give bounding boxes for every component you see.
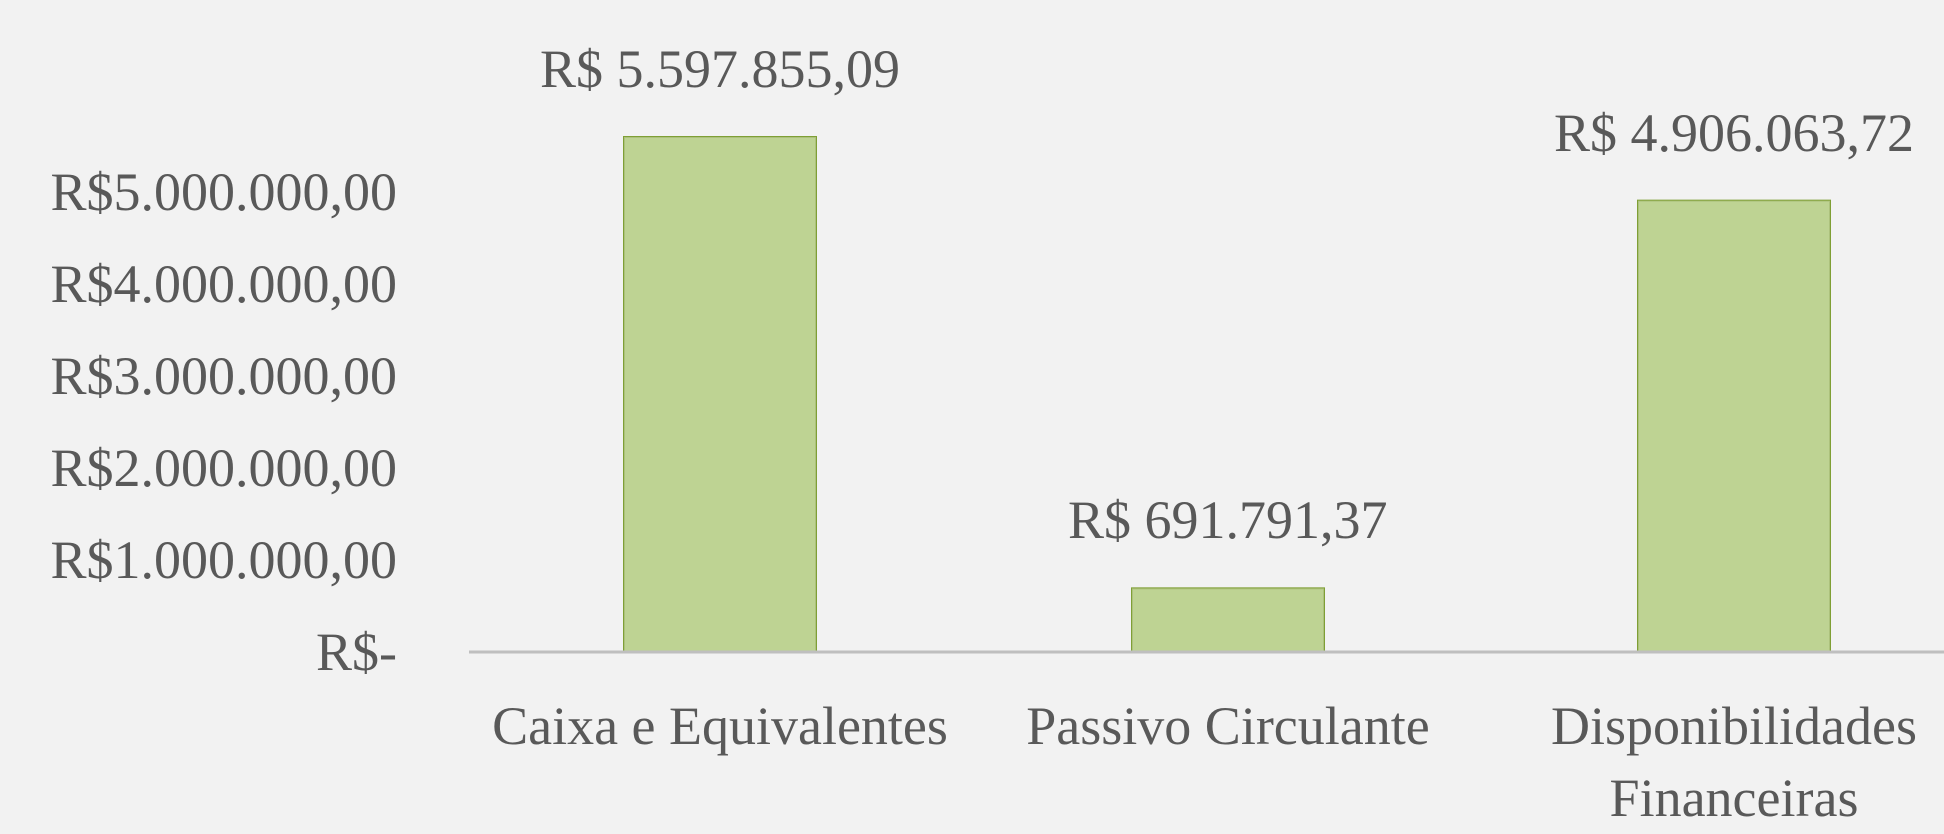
data-label: R$ 691.791,37 <box>1068 490 1388 551</box>
data-label: R$ 5.597.855,09 <box>540 38 901 99</box>
y-tick-label: R$4.000.000,00 <box>50 254 397 314</box>
y-tick-label: R$- <box>316 622 397 682</box>
bar-texture <box>624 136 816 653</box>
bar-texture <box>1638 200 1830 652</box>
y-tick-label: R$1.000.000,00 <box>50 530 397 590</box>
x-tick-label: Caixa e Equivalentes <box>492 696 948 756</box>
x-tick-label: Disponibilidades Financeiras <box>1551 696 1917 828</box>
y-tick-label: R$3.000.000,00 <box>50 346 397 406</box>
y-tick-label: R$5.000.000,00 <box>50 162 397 222</box>
y-tick-label: R$2.000.000,00 <box>50 438 397 498</box>
bar-texture <box>1132 588 1324 652</box>
x-tick-label: Passivo Circulante <box>1026 696 1430 756</box>
data-label: R$ 4.906.063,72 <box>1554 102 1915 163</box>
